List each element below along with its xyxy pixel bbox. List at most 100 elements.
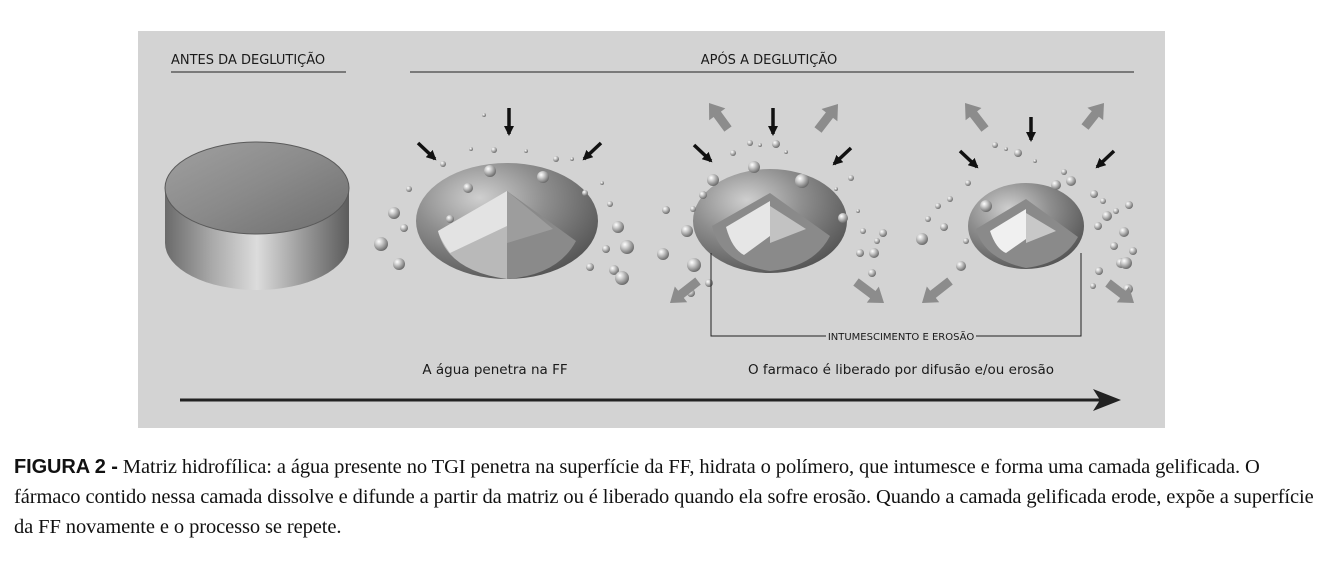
water-penetration-label: A água penetra na FF — [422, 362, 567, 378]
water-droplet — [662, 206, 670, 214]
swollen-tablet-hydrating — [416, 163, 598, 279]
water-droplet — [856, 249, 864, 257]
water-droplet — [730, 150, 736, 156]
water-droplet — [607, 201, 613, 207]
bracket-label-gap — [826, 328, 976, 344]
water-ingress-arrow — [832, 146, 853, 166]
drug-release-arrow — [922, 277, 953, 303]
water-droplet — [400, 224, 408, 232]
water-droplet — [772, 140, 780, 148]
water-droplet — [602, 245, 610, 253]
hydrophilic-matrix-diagram: ANTES DA DEGLUTIÇÃO APÓS A DEGLUTIÇÃO — [138, 31, 1165, 428]
water-droplet — [860, 228, 866, 234]
swollen-tablet-eroding — [693, 169, 847, 273]
water-droplet — [963, 238, 969, 244]
water-droplet — [848, 175, 854, 181]
water-droplet — [868, 269, 876, 277]
water-droplet — [1120, 257, 1132, 269]
water-droplet — [570, 157, 574, 161]
water-droplet — [935, 203, 941, 209]
water-droplet — [612, 221, 624, 233]
water-droplet — [600, 181, 604, 185]
water-droplet — [374, 237, 388, 251]
water-droplet — [1014, 149, 1022, 157]
water-droplet — [469, 147, 473, 151]
water-droplet — [1110, 242, 1118, 250]
water-droplet — [690, 206, 696, 212]
intact-tablet — [164, 141, 350, 290]
bracket-label: INTUMESCIMENTO E EROSÃO — [828, 330, 975, 343]
water-droplets — [374, 113, 1137, 297]
water-droplet — [491, 147, 497, 153]
water-droplet — [705, 279, 713, 287]
timeline-arrowhead — [1093, 389, 1121, 411]
water-droplet — [1113, 208, 1119, 214]
drug-release-label: O farmaco é liberado por difusão e/ou er… — [748, 362, 1054, 378]
before-heading: ANTES DA DEGLUTIÇÃO — [171, 52, 325, 68]
water-droplet — [916, 233, 928, 245]
figure-caption: FIGURA 2 - Matriz hidrofílica: a água pr… — [14, 452, 1314, 542]
water-droplet — [784, 150, 788, 154]
water-droplet — [940, 223, 948, 231]
water-droplet — [537, 171, 549, 183]
water-droplet — [1119, 227, 1129, 237]
water-droplet — [687, 258, 701, 272]
water-droplet — [992, 142, 998, 148]
water-droplet — [707, 174, 719, 186]
drug-release-arrow — [670, 277, 701, 303]
water-droplet — [758, 143, 762, 147]
water-droplet — [1033, 159, 1037, 163]
water-droplet — [925, 216, 931, 222]
drug-release-arrow — [709, 103, 732, 132]
water-ingress-arrow — [692, 143, 713, 163]
water-droplet — [586, 263, 594, 271]
water-droplet — [657, 248, 669, 260]
water-droplet — [879, 229, 887, 237]
water-droplet — [482, 113, 486, 117]
water-droplet — [484, 165, 496, 177]
water-ingress-arrow — [958, 149, 979, 169]
water-droplet — [869, 248, 879, 258]
water-droplet — [406, 186, 412, 192]
water-droplet — [524, 149, 528, 153]
water-droplet — [874, 238, 880, 244]
water-droplet — [834, 187, 838, 191]
water-droplet — [1100, 198, 1106, 204]
water-droplet — [609, 265, 619, 275]
water-droplet — [1090, 190, 1098, 198]
water-droplet — [699, 191, 707, 199]
water-droplet — [795, 174, 809, 188]
water-droplet — [582, 190, 588, 196]
drug-release-arrow — [1105, 279, 1134, 303]
water-droplet — [1129, 247, 1137, 255]
caption-label: FIGURA 2 - — [14, 456, 118, 478]
water-droplet — [446, 215, 454, 223]
water-droplet — [947, 196, 953, 202]
water-droplet — [388, 207, 400, 219]
water-droplet — [980, 200, 992, 212]
drug-release-arrow — [1081, 103, 1104, 130]
water-droplet — [1125, 201, 1133, 209]
water-droplet — [1004, 147, 1008, 151]
water-droplet — [1090, 283, 1096, 289]
water-droplet — [1061, 169, 1067, 175]
drug-release-arrow — [965, 103, 989, 132]
water-droplet — [956, 261, 966, 271]
drug-release-arrow — [814, 104, 838, 133]
drug-release-arrow — [853, 278, 884, 303]
water-droplet — [393, 258, 405, 270]
water-droplet — [1051, 180, 1061, 190]
water-droplet — [681, 225, 693, 237]
water-ingress-arrow — [416, 141, 437, 161]
water-droplet — [1066, 176, 1076, 186]
water-droplet — [838, 213, 848, 223]
water-droplet — [620, 240, 634, 254]
water-droplet — [1094, 222, 1102, 230]
swollen-tablet-eroded — [968, 183, 1084, 269]
after-heading: APÓS A DEGLUTIÇÃO — [701, 52, 838, 68]
water-droplet — [965, 180, 971, 186]
water-ingress-arrows — [416, 108, 1116, 169]
water-droplet — [856, 209, 860, 213]
drug-release-arrows — [670, 103, 1134, 303]
water-droplet — [615, 271, 629, 285]
